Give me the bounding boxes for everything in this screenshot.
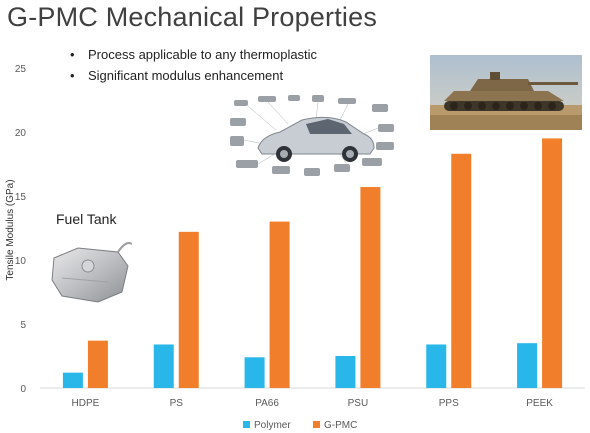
bar-polymer-pps xyxy=(426,344,447,388)
legend-swatch xyxy=(243,421,250,428)
y-tick-label: 10 xyxy=(15,256,27,267)
y-tick-label: 0 xyxy=(20,384,26,395)
military-tank-photo xyxy=(430,55,582,130)
y-tick-label: 5 xyxy=(20,320,26,331)
bar-g-pmc-hdpe xyxy=(87,340,108,388)
x-tick-label: PSU xyxy=(348,398,369,409)
x-tick-label: PS xyxy=(170,398,184,409)
slide-title: G-PMC Mechanical Properties xyxy=(7,2,378,32)
y-tick-label: 20 xyxy=(15,128,27,139)
bar-g-pmc-pps xyxy=(451,153,472,388)
bullet-list: Process applicable to any thermoplastic … xyxy=(70,44,317,86)
y-axis-title: Tensile Modulus (GPa) xyxy=(5,179,16,280)
legend-label: Polymer xyxy=(254,420,291,431)
y-tick-label: 25 xyxy=(15,64,27,75)
bar-polymer-hdpe xyxy=(62,372,83,388)
x-tick-label: PEEK xyxy=(526,398,553,409)
legend: Polymer G-PMC xyxy=(243,420,357,431)
bar-polymer-psu xyxy=(335,356,356,388)
car-body-parts-diagram xyxy=(230,95,394,176)
x-axis-ticks: HDPE PS PA66 PSU PPS PEEK xyxy=(72,398,554,409)
legend-label: G-PMC xyxy=(324,420,357,431)
bars xyxy=(62,138,563,388)
bar-polymer-ps xyxy=(153,344,174,388)
bar-polymer-pa66 xyxy=(244,357,265,388)
y-axis: 0 5 10 15 20 25 xyxy=(15,64,27,395)
bar-polymer-peek xyxy=(517,343,538,388)
bar-g-pmc-peek xyxy=(542,138,563,388)
x-tick-label: HDPE xyxy=(72,398,100,409)
bullet-item: Process applicable to any thermoplastic xyxy=(70,44,317,65)
bullet-item: Significant modulus enhancement xyxy=(70,65,317,86)
bar-g-pmc-psu xyxy=(360,187,381,388)
x-tick-label: PA66 xyxy=(255,398,279,409)
bar-g-pmc-pa66 xyxy=(269,221,290,388)
legend-swatch xyxy=(313,421,320,428)
bar-g-pmc-ps xyxy=(178,231,199,388)
y-tick-label: 15 xyxy=(15,192,27,203)
fuel-tank-photo xyxy=(51,242,132,303)
x-tick-label: PPS xyxy=(439,398,459,409)
fuel-tank-label: Fuel Tank xyxy=(56,211,117,227)
